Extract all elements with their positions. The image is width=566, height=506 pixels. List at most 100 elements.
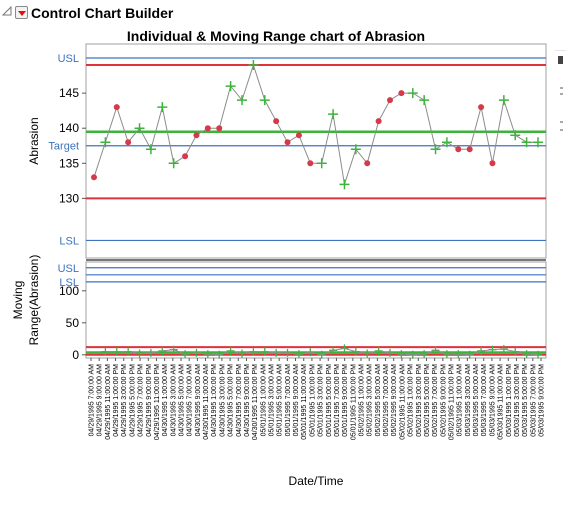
x-tick-label: 04/29/1995 9:00:00 PM — [146, 364, 153, 437]
x-tick-label: 05/01/1995 5:00:00 AM — [277, 364, 284, 437]
moving-range-y-axis-label-line1: Moving — [11, 281, 25, 320]
individuals-point — [489, 160, 496, 167]
individuals-point — [498, 95, 509, 106]
individuals-point — [430, 144, 441, 155]
individuals-ytick-label: 135 — [59, 156, 79, 170]
x-tick-label: 05/03/1995 7:00:00 AM — [481, 364, 488, 437]
individuals-point — [455, 146, 462, 153]
x-tick-label: 04/30/1995 1:00:00 PM — [211, 364, 218, 437]
x-tick-label: 04/30/1995 3:00:00 PM — [219, 364, 226, 437]
x-tick-label: 04/30/1995 5:00:00 PM — [228, 364, 235, 437]
x-tick-label: 04/30/1995 11:00:00 PM — [252, 364, 259, 440]
individuals-point — [316, 158, 327, 169]
title-bar: Control Chart Builder — [0, 0, 566, 24]
individuals-point — [478, 104, 485, 111]
individuals-point — [259, 95, 270, 106]
x-tick-label: 05/03/1995 1:00:00 AM — [457, 364, 464, 437]
x-tick-label: 05/01/1995 1:00:00 AM — [260, 364, 267, 437]
individuals-y-axis-label: Abrasion — [27, 117, 41, 164]
moving-range-ytick-label: 100 — [59, 284, 79, 298]
x-tick-label: 05/02/1995 5:00:00 AM — [375, 364, 382, 437]
x-tick-label: 05/01/1995 9:00:00 PM — [342, 364, 349, 437]
app-title: Control Chart Builder — [31, 5, 174, 21]
individuals-point — [328, 109, 339, 120]
chart-title: Individual & Moving Range chart of Abras… — [126, 28, 426, 44]
individuals-point — [113, 104, 120, 111]
x-tick-label: 05/03/1995 5:00:00 PM — [522, 364, 529, 437]
x-tick-label: 05/02/1995 11:00:00 AM — [399, 364, 406, 440]
x-tick-label: 04/30/1995 7:00:00 PM — [236, 364, 243, 437]
x-tick-label: 05/01/1995 1:00:00 PM — [309, 364, 316, 437]
x-tick-label: 04/29/1995 7:00:00 AM — [89, 364, 96, 437]
x-tick-label: 05/02/1995 3:00:00 AM — [367, 364, 374, 437]
x-tick-label: 05/01/1995 3:00:00 AM — [269, 364, 276, 437]
x-tick-label: 05/02/1995 1:00:00 AM — [359, 364, 366, 437]
individuals-point — [216, 125, 223, 132]
individuals-ytick-label: 140 — [59, 121, 79, 135]
x-tick-label: 05/01/1995 11:00:00 AM — [301, 364, 308, 440]
individuals-point — [375, 118, 382, 125]
x-tick-label: 04/30/1995 5:00:00 AM — [179, 364, 186, 437]
disclosure-triangle-icon[interactable] — [2, 5, 12, 17]
x-tick-label: 04/29/1995 11:00:00 AM — [105, 364, 112, 440]
side-panel-edge — [555, 50, 566, 131]
individuals-ytick-label: 145 — [59, 86, 79, 100]
individuals-point — [295, 132, 302, 139]
x-tick-label: 04/29/1995 1:00:00 PM — [113, 364, 120, 437]
x-tick-label: 05/02/1995 7:00:00 PM — [432, 364, 439, 437]
individuals-point — [339, 179, 350, 190]
individuals-point — [168, 158, 179, 169]
individuals-limit-label: LSL — [59, 235, 79, 247]
individuals-point — [284, 139, 291, 146]
red-triangle-menu-icon[interactable] — [15, 6, 28, 19]
individuals-point — [125, 139, 132, 146]
moving-range-plot-frame — [85, 261, 547, 359]
individuals-point — [307, 160, 314, 167]
x-tick-label: 04/30/1995 11:00:00 AM — [203, 364, 210, 440]
x-tick-label: 04/30/1995 1:00:00 AM — [162, 364, 169, 437]
x-tick-label: 04/29/1995 11:00:00 PM — [154, 364, 161, 440]
individuals-point — [145, 144, 156, 155]
individuals-point — [387, 97, 393, 104]
individuals-limit-label: USL — [58, 53, 79, 65]
individuals-point — [441, 137, 452, 148]
x-tick-label: 05/01/1995 7:00:00 PM — [334, 364, 341, 437]
x-axis-label: Date/Time — [289, 474, 344, 488]
x-tick-label: 05/02/1995 1:00:00 PM — [408, 364, 415, 437]
individuals-point — [398, 90, 405, 97]
x-tick-label: 05/03/1995 1:00:00 PM — [506, 364, 513, 437]
individuals-point — [157, 102, 168, 113]
individuals-series-line — [93, 63, 538, 185]
x-tick-label: 05/02/1995 11:00:00 PM — [449, 364, 456, 440]
x-tick-label: 05/01/1995 9:00:00 AM — [293, 364, 300, 437]
x-tick-label: 05/01/1995 5:00:00 PM — [326, 364, 333, 437]
x-tick-label: 05/02/1995 5:00:00 PM — [424, 364, 431, 437]
moving-range-series-line — [105, 347, 539, 356]
individuals-point — [100, 137, 111, 148]
x-tick-label: 05/01/1995 3:00:00 PM — [318, 364, 325, 437]
x-tick-label: 04/29/1995 9:00:00 AM — [97, 364, 104, 437]
individuals-point — [466, 146, 473, 153]
x-tick-label: 05/03/1995 7:00:00 PM — [530, 364, 537, 437]
individuals-point — [237, 95, 247, 106]
x-tick-label: 05/03/1995 11:00:00 AM — [498, 364, 505, 440]
moving-range-ytick-label: 0 — [72, 348, 79, 362]
x-tick-label: 04/29/1995 3:00:00 PM — [121, 364, 128, 437]
x-tick-label: 04/30/1995 9:00:00 PM — [244, 364, 251, 437]
individuals-point — [248, 60, 259, 71]
moving-range-limit-label: USL — [58, 263, 79, 275]
x-tick-label: 05/03/1995 3:00:00 PM — [514, 364, 521, 437]
x-tick-label: 05/01/1995 7:00:00 AM — [285, 364, 292, 437]
individuals-point — [407, 88, 418, 99]
individuals-point — [510, 130, 521, 141]
x-tick-label: 05/03/1995 9:00:00 AM — [489, 364, 496, 437]
individuals-point — [419, 95, 430, 106]
x-tick-label: 05/02/1995 9:00:00 PM — [440, 364, 447, 437]
individuals-point — [521, 137, 532, 148]
individuals-point — [350, 144, 361, 155]
x-tick-label: 04/29/1995 7:00:00 PM — [138, 364, 145, 437]
individuals-plot-frame — [85, 43, 547, 259]
individuals-point — [182, 153, 189, 160]
moving-range-y-axis-label-line2: Range(Abrasion) — [27, 255, 41, 346]
